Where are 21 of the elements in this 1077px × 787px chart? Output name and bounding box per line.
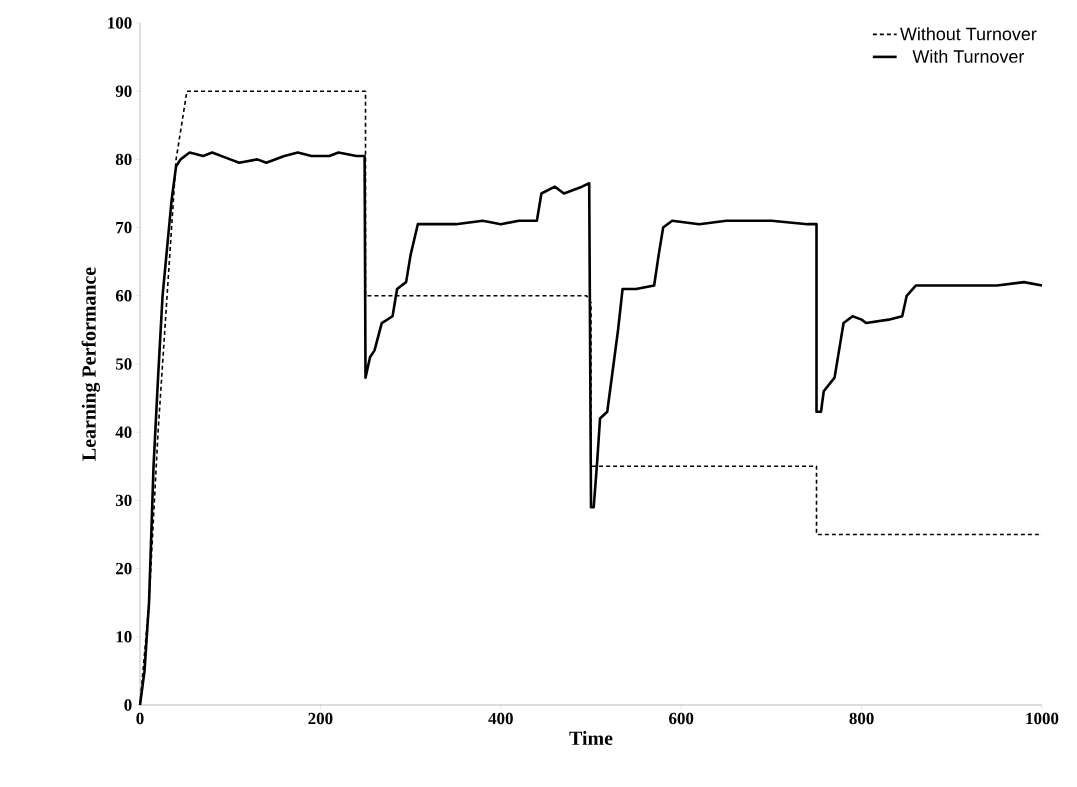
- y-tick-label: 50: [115, 358, 132, 370]
- y-tick-label: 20: [116, 562, 132, 575]
- x-tick-label: 0: [136, 712, 144, 725]
- y-tick-label: 10: [116, 631, 132, 643]
- legend-label: With Turnover: [912, 49, 1025, 63]
- y-axis-title: Learning Performance: [81, 267, 100, 461]
- y-tick-label: 70: [116, 221, 132, 234]
- x-axis-title: Time: [569, 731, 613, 746]
- x-tick-label: 600: [669, 712, 694, 725]
- x-tick-label: 200: [308, 712, 333, 725]
- y-tick-label: 0: [124, 699, 132, 711]
- y-tick-label: 30: [115, 494, 132, 507]
- x-tick-label: 800: [849, 712, 874, 725]
- x-tick-label: 1000: [1026, 712, 1059, 725]
- y-tick-label: 90: [115, 85, 132, 97]
- y-tick-label: 80: [115, 153, 132, 166]
- x-tick-label: 400: [488, 712, 513, 725]
- y-tick-label: 40: [115, 426, 132, 438]
- y-tick-label: 100: [108, 17, 132, 29]
- y-tick-label: 60: [115, 290, 132, 302]
- legend-label: Without Turnover: [900, 27, 1037, 41]
